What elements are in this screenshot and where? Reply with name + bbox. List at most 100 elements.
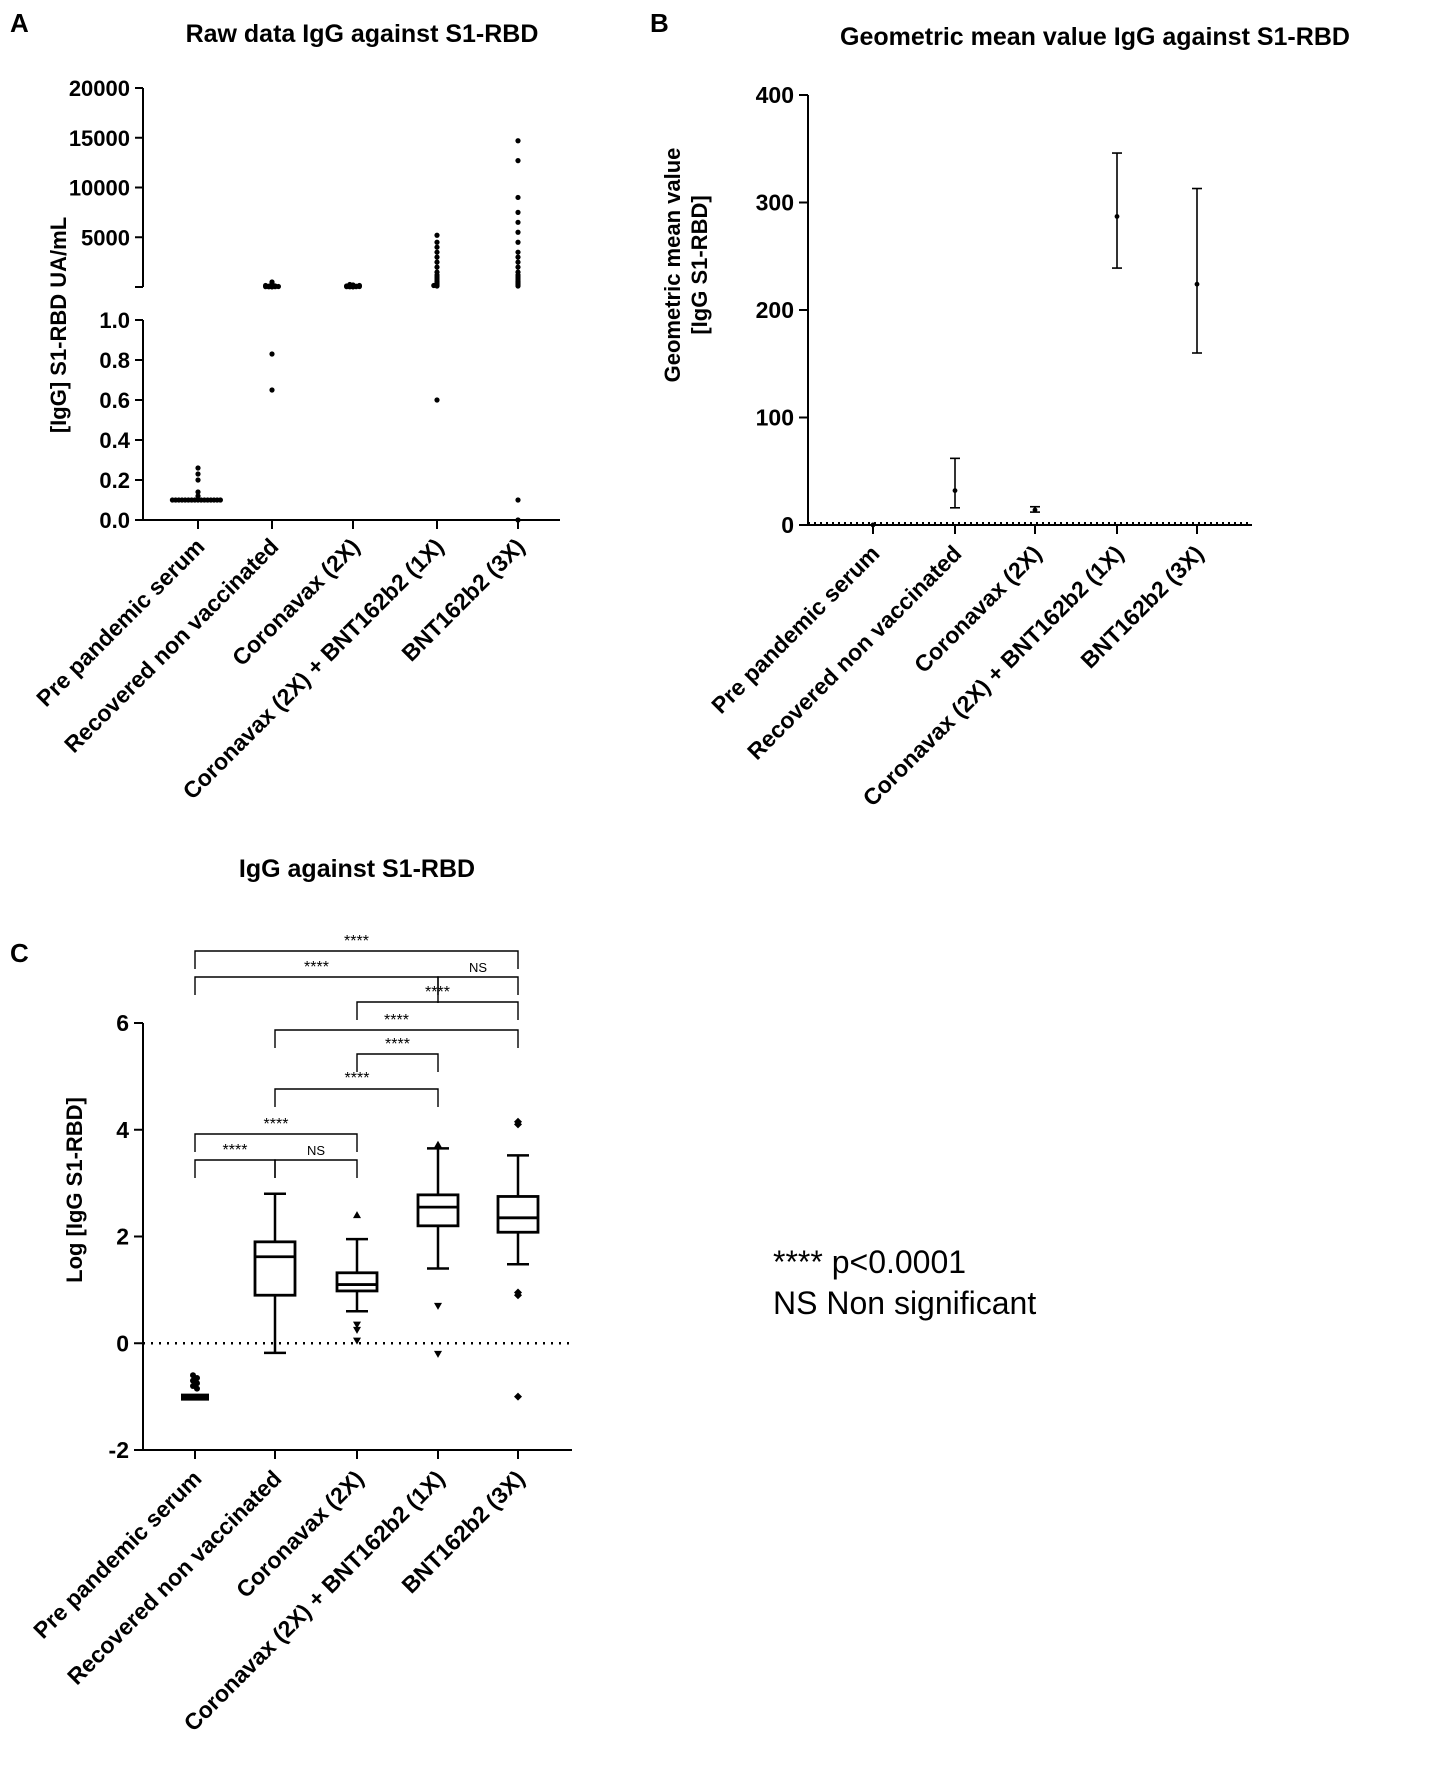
panel-a-data-point xyxy=(195,471,201,477)
panel-b-y-tick-label: 0 xyxy=(781,512,794,538)
panel-a-y-axis-label: [IgG] S1-RBD UA/mL xyxy=(46,217,71,433)
panel-a-data-point xyxy=(269,387,275,393)
panel-a-data-point xyxy=(515,517,521,523)
panel-a-data-point xyxy=(434,259,440,265)
panel-a-y-tick-label: 0.6 xyxy=(99,388,130,413)
panel-a-data-point xyxy=(515,138,521,144)
panel-a-data-point xyxy=(217,497,223,503)
panel-a-y-tick-label: 1.0 xyxy=(99,308,130,333)
panel-c-box xyxy=(496,1195,540,1234)
panel-c-significance-bracket xyxy=(274,1088,439,1107)
panel-a-data-point xyxy=(515,219,521,225)
panel-c-outlier-point xyxy=(514,1392,522,1401)
panel-c-outlier-point xyxy=(514,1288,522,1297)
panel-c-y-tick-label: -2 xyxy=(109,1437,129,1463)
panel-c-box xyxy=(181,1393,209,1401)
panel-b-y-axis-label-line1: Geometric mean value xyxy=(660,148,685,383)
panel-c-box xyxy=(416,1193,460,1228)
panel-c-significance-label: **** xyxy=(384,1012,409,1029)
panel-a-data-point xyxy=(263,282,269,289)
panel-b-y-axis-label: Geometric mean value [IgG S1-RBD] xyxy=(660,148,712,383)
panel-c-significance-bracket xyxy=(194,1133,358,1152)
panel-a-plot: 0.00.20.40.60.81.05000100001500020000Pre… xyxy=(31,76,560,804)
panel-c-title: IgG against S1-RBD xyxy=(239,855,475,883)
panel-c-box xyxy=(253,1240,297,1297)
panel-b-y-tick-label: 300 xyxy=(756,190,794,216)
panel-b-title: Geometric mean value IgG against S1-RBD xyxy=(840,23,1350,51)
panel-a-y-tick-label: 15000 xyxy=(69,126,130,151)
panel-a-y-tick-label: 10000 xyxy=(69,176,130,201)
panel-a-data-point xyxy=(195,493,201,499)
panel-c-significance-bracket xyxy=(437,976,519,1003)
panel-c-outlier-point xyxy=(353,1321,361,1329)
panel-a-data-point xyxy=(515,249,521,255)
panel-a-data-point xyxy=(515,158,521,164)
panel-c-significance-label: **** xyxy=(223,1142,248,1159)
panel-c-significance-label: **** xyxy=(304,959,329,976)
panel-label-c: C xyxy=(10,938,29,968)
panel-c-y-tick-label: 2 xyxy=(116,1224,129,1250)
panel-a-data-point xyxy=(169,497,175,503)
panel-c-outlier-point xyxy=(434,1140,442,1148)
panel-a-data-point xyxy=(434,269,440,275)
panel-a-y-tick-label: 20000 xyxy=(69,76,130,101)
panel-b-mean-point xyxy=(1194,281,1200,287)
panel-a-data-point xyxy=(515,229,521,235)
panel-c-significance-bracket xyxy=(194,1159,276,1178)
panel-a-data-point xyxy=(434,397,440,403)
panel-c-significance-label: **** xyxy=(385,1036,410,1053)
panel-c-significance-bracket xyxy=(356,1053,439,1072)
panel-label-b: B xyxy=(650,8,669,38)
panel-a-y-tick-label: 0.0 xyxy=(99,508,130,533)
panel-c-box xyxy=(335,1271,379,1293)
panel-c-outlier-point xyxy=(514,1117,522,1126)
panel-a-data-point xyxy=(434,254,440,260)
panel-a-data-point xyxy=(434,232,440,238)
panel-a-data-point xyxy=(269,279,275,285)
panel-a-data-point xyxy=(269,351,275,357)
panel-a-data-point xyxy=(434,239,440,245)
panel-c-outlier-point xyxy=(434,1350,442,1358)
panel-c-y-tick-label: 6 xyxy=(116,1010,129,1036)
panel-c-significance-label: **** xyxy=(264,1116,289,1133)
panel-a-data-point xyxy=(515,194,521,201)
panel-a-y-tick-label: 0.2 xyxy=(99,468,130,493)
panel-a-data-point xyxy=(356,282,362,289)
significance-legend-line1: **** p<0.0001 xyxy=(773,1244,966,1280)
panel-c-outlier-point xyxy=(353,1337,361,1345)
panel-c-y-tick-label: 4 xyxy=(116,1117,129,1143)
panel-b-y-axis-label-line2: [IgG S1-RBD] xyxy=(687,195,712,334)
panel-c-significance-bracket xyxy=(194,950,519,969)
panel-a-data-point xyxy=(195,465,201,471)
panel-a-data-point xyxy=(195,477,201,483)
panel-c-significance-label: NS xyxy=(307,1143,325,1158)
panel-c-significance-label: NS xyxy=(469,960,487,975)
panel-b-mean-point xyxy=(870,522,876,528)
panel-c-significance-label: **** xyxy=(425,984,450,1001)
panel-b-mean-point xyxy=(1032,507,1038,513)
panel-b-mean-point xyxy=(1114,214,1120,219)
panel-b-mean-point xyxy=(952,488,958,493)
panel-c-significance-bracket xyxy=(274,1159,358,1178)
panel-c-significance-bracket xyxy=(356,1001,519,1020)
panel-c-outlier-point xyxy=(353,1326,361,1334)
panel-a-data-point xyxy=(347,281,353,288)
panel-c-y-tick-label: 0 xyxy=(116,1330,129,1356)
panel-c-significance-bracket xyxy=(194,976,439,995)
panel-a-y-tick-label: 0.4 xyxy=(99,428,130,453)
panel-a-data-point xyxy=(515,497,521,503)
panel-b-y-tick-label: 200 xyxy=(756,297,794,323)
panel-a-y-tick-label: 5000 xyxy=(81,225,130,250)
panel-a-data-point xyxy=(515,269,521,275)
significance-legend-line2: NS Non significant xyxy=(773,1285,1036,1321)
panel-c-y-axis-label: Log [IgG S1-RBD] xyxy=(62,1097,87,1283)
panel-label-a: A xyxy=(10,8,29,38)
panel-b-y-tick-label: 400 xyxy=(756,82,794,108)
panel-c-outlier-point xyxy=(353,1211,361,1219)
panel-a-data-point xyxy=(515,239,521,245)
panel-a-data-point xyxy=(434,244,440,250)
panel-a-y-tick-label: 0.8 xyxy=(99,348,130,373)
